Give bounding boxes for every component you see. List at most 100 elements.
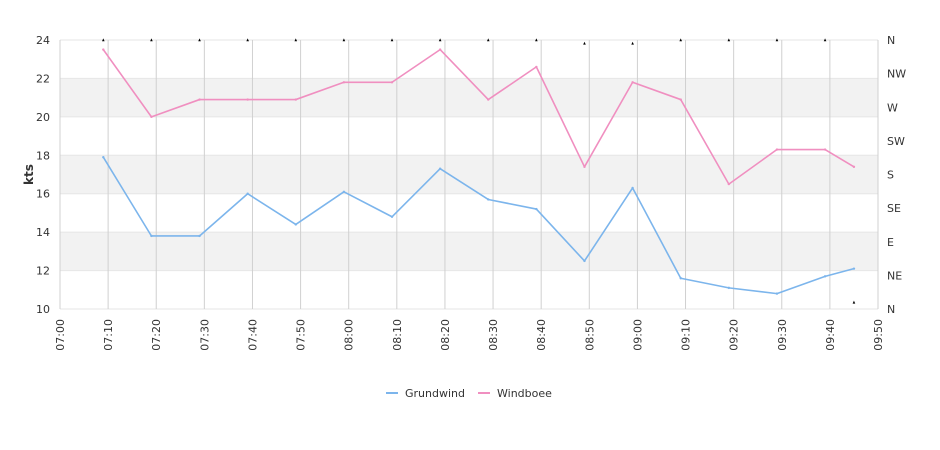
direction-markers xyxy=(102,38,856,304)
direction-marker-5 xyxy=(342,38,346,42)
data-point-0-6[interactable] xyxy=(390,215,394,218)
data-point-1-8[interactable] xyxy=(487,98,490,101)
data-point-1-9[interactable] xyxy=(535,65,538,69)
direction-marker-10 xyxy=(583,41,586,45)
y-tick-label-5: 20 xyxy=(36,111,50,124)
y-axis-ticks: 10 12 14 16 18 20 22 24 xyxy=(36,34,50,316)
data-point-0-12[interactable] xyxy=(679,277,682,280)
direction-tick-label-5: SW xyxy=(887,135,905,148)
data-point-0-4[interactable] xyxy=(294,223,297,226)
plot-band-0 xyxy=(60,232,878,271)
direction-marker-8 xyxy=(486,38,490,42)
data-point-1-7[interactable] xyxy=(438,48,442,51)
x-tick-label-11: 08:50 xyxy=(583,319,596,351)
legend-label-0[interactable]: Grundwind xyxy=(405,387,465,400)
direction-marker-9 xyxy=(535,38,538,42)
y-tick-label-0: 10 xyxy=(36,303,50,316)
data-point-1-15[interactable] xyxy=(823,148,827,151)
data-point-1-14[interactable] xyxy=(775,148,779,151)
y-tick-label-3: 16 xyxy=(36,188,50,201)
data-point-1-6[interactable] xyxy=(390,81,394,84)
y-tick-label-2: 14 xyxy=(36,226,50,239)
y-tick-label-6: 22 xyxy=(36,72,50,85)
plot-bands xyxy=(60,78,878,271)
data-point-0-5[interactable] xyxy=(342,190,346,193)
data-point-0-8[interactable] xyxy=(487,198,490,201)
data-point-1-2[interactable] xyxy=(198,98,201,101)
direction-marker-13 xyxy=(727,38,731,42)
direction-marker-11 xyxy=(631,41,634,45)
direction-marker-7 xyxy=(438,38,442,42)
data-point-1-1[interactable] xyxy=(150,115,153,119)
data-point-1-4[interactable] xyxy=(294,98,297,101)
direction-marker-15 xyxy=(823,38,827,42)
data-point-0-0[interactable] xyxy=(102,156,105,159)
x-tick-label-5: 07:50 xyxy=(295,319,308,351)
data-point-0-7[interactable] xyxy=(438,167,442,170)
direction-marker-16 xyxy=(852,300,856,304)
data-point-0-11[interactable] xyxy=(631,186,634,190)
series-group xyxy=(102,48,856,295)
data-point-0-10[interactable] xyxy=(583,259,586,263)
direction-tick-label-6: W xyxy=(887,101,898,114)
direction-tick-label-8: N xyxy=(887,34,895,47)
data-point-0-15[interactable] xyxy=(823,275,827,278)
direction-tick-label-4: S xyxy=(887,169,894,182)
direction-marker-1 xyxy=(150,38,153,42)
data-point-0-14[interactable] xyxy=(775,292,779,295)
x-tick-label-7: 08:10 xyxy=(391,319,404,351)
x-axis-ticks: 07:00 07:10 07:20 07:30 07:40 07:50 08:00 08:10… xyxy=(54,319,885,351)
x-tick-label-17: 09:50 xyxy=(872,319,885,351)
direction-tick-label-2: E xyxy=(887,236,894,249)
direction-tick-label-7: NW xyxy=(887,68,906,81)
direction-marker-14 xyxy=(775,38,779,42)
x-tick-label-16: 09:40 xyxy=(824,319,837,351)
data-point-0-9[interactable] xyxy=(535,207,538,211)
data-point-1-3[interactable] xyxy=(246,98,249,101)
data-point-0-13[interactable] xyxy=(727,286,731,290)
x-tick-label-15: 09:30 xyxy=(776,319,789,351)
legend[interactable]: Grundwind Windboee xyxy=(386,387,552,400)
y-tick-label-7: 24 xyxy=(36,34,50,47)
x-tick-label-14: 09:20 xyxy=(728,319,741,351)
x-tick-label-10: 08:40 xyxy=(535,319,548,351)
direction-marker-0 xyxy=(102,38,105,42)
x-tick-label-9: 08:30 xyxy=(487,319,500,351)
direction-marker-4 xyxy=(294,38,298,42)
gridlines xyxy=(59,39,879,310)
direction-marker-2 xyxy=(198,38,201,42)
data-point-1-13[interactable] xyxy=(727,182,731,186)
x-tick-label-12: 09:00 xyxy=(631,319,644,351)
direction-tick-label-3: SE xyxy=(887,202,901,215)
y-tick-label-1: 12 xyxy=(36,265,50,278)
data-point-1-16[interactable] xyxy=(852,165,856,169)
direction-tick-label-1: NE xyxy=(887,269,902,282)
y-axis-title: kts xyxy=(22,164,36,185)
legend-label-1[interactable]: Windboee xyxy=(497,387,552,400)
data-point-0-16[interactable] xyxy=(852,267,856,270)
x-tick-label-2: 07:20 xyxy=(150,319,163,351)
data-point-1-0[interactable] xyxy=(102,48,105,51)
direction-axis-ticks: N NE E SE S SW W NW N xyxy=(887,34,906,316)
data-point-1-10[interactable] xyxy=(583,165,586,169)
x-tick-label-4: 07:40 xyxy=(246,319,259,351)
y-tick-label-4: 18 xyxy=(36,149,50,162)
direction-tick-label-0: N xyxy=(887,303,895,316)
direction-marker-6 xyxy=(390,38,394,42)
x-tick-label-3: 07:30 xyxy=(198,319,211,351)
plot-band-2 xyxy=(60,78,878,117)
x-tick-label-8: 08:20 xyxy=(439,319,452,351)
x-tick-label-6: 08:00 xyxy=(343,319,356,351)
data-point-1-5[interactable] xyxy=(342,81,346,84)
data-point-1-12[interactable] xyxy=(679,98,682,101)
data-point-0-3[interactable] xyxy=(246,192,249,195)
data-point-0-1[interactable] xyxy=(150,234,153,238)
data-point-0-2[interactable] xyxy=(198,234,201,238)
direction-marker-3 xyxy=(246,38,249,42)
x-tick-label-13: 09:10 xyxy=(680,319,693,351)
data-point-1-11[interactable] xyxy=(631,81,634,84)
direction-marker-12 xyxy=(679,38,683,42)
x-tick-label-0: 07:00 xyxy=(54,319,67,351)
